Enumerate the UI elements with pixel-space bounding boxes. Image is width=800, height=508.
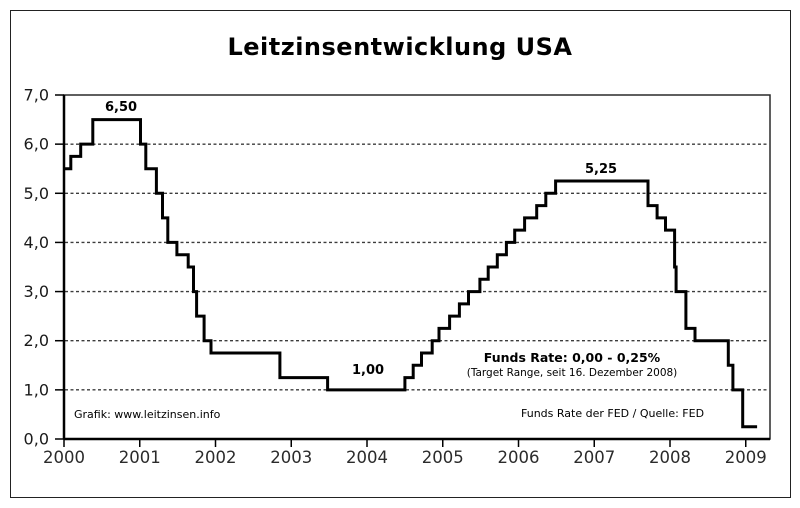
chart-frame bbox=[10, 10, 791, 498]
x-axis-label-2005: 2005 bbox=[422, 448, 464, 467]
x-axis-label-2003: 2003 bbox=[270, 448, 312, 467]
x-axis-label-2008: 2008 bbox=[649, 448, 691, 467]
annotation-peak-2006: 5,25 bbox=[584, 162, 618, 177]
y-axis-label-7,0: 7,0 bbox=[24, 86, 49, 105]
annotation-low-2003: 1,00 bbox=[351, 363, 385, 378]
y-axis-label-2,0: 2,0 bbox=[24, 331, 49, 350]
funds-rate-step-line bbox=[64, 118, 758, 429]
annotation-current-rate: Funds Rate: 0,00 - 0,25% bbox=[483, 350, 661, 365]
x-axis-label-2007: 2007 bbox=[573, 448, 615, 467]
y-axis-label-3,0: 3,0 bbox=[24, 282, 49, 301]
y-axis-label-4,0: 4,0 bbox=[24, 233, 49, 252]
x-axis-label-2009: 2009 bbox=[725, 448, 767, 467]
annotation-current-rate-detail: (Target Range, seit 16. Dezember 2008) bbox=[466, 367, 678, 379]
chart-title: Leitzinsentwicklung USA bbox=[227, 33, 573, 61]
credit-grafik-link[interactable]: Grafik: www.leitzinsen.info bbox=[74, 408, 221, 421]
y-axis-label-6,0: 6,0 bbox=[24, 135, 49, 154]
x-axis-label-2000: 2000 bbox=[43, 448, 85, 467]
x-axis-label-2006: 2006 bbox=[498, 448, 540, 467]
x-axis-label-2002: 2002 bbox=[195, 448, 237, 467]
y-axis-label-1,0: 1,0 bbox=[24, 380, 49, 399]
y-axis-label-5,0: 5,0 bbox=[24, 184, 49, 203]
y-axis-label-0,0: 0,0 bbox=[24, 430, 49, 449]
x-axis-label-2004: 2004 bbox=[346, 448, 388, 467]
credit-source: Funds Rate der FED / Quelle: FED bbox=[521, 407, 705, 420]
plot-border bbox=[63, 94, 771, 440]
annotation-peak-2000: 6,50 bbox=[104, 100, 138, 115]
x-axis-label-2001: 2001 bbox=[119, 448, 161, 467]
